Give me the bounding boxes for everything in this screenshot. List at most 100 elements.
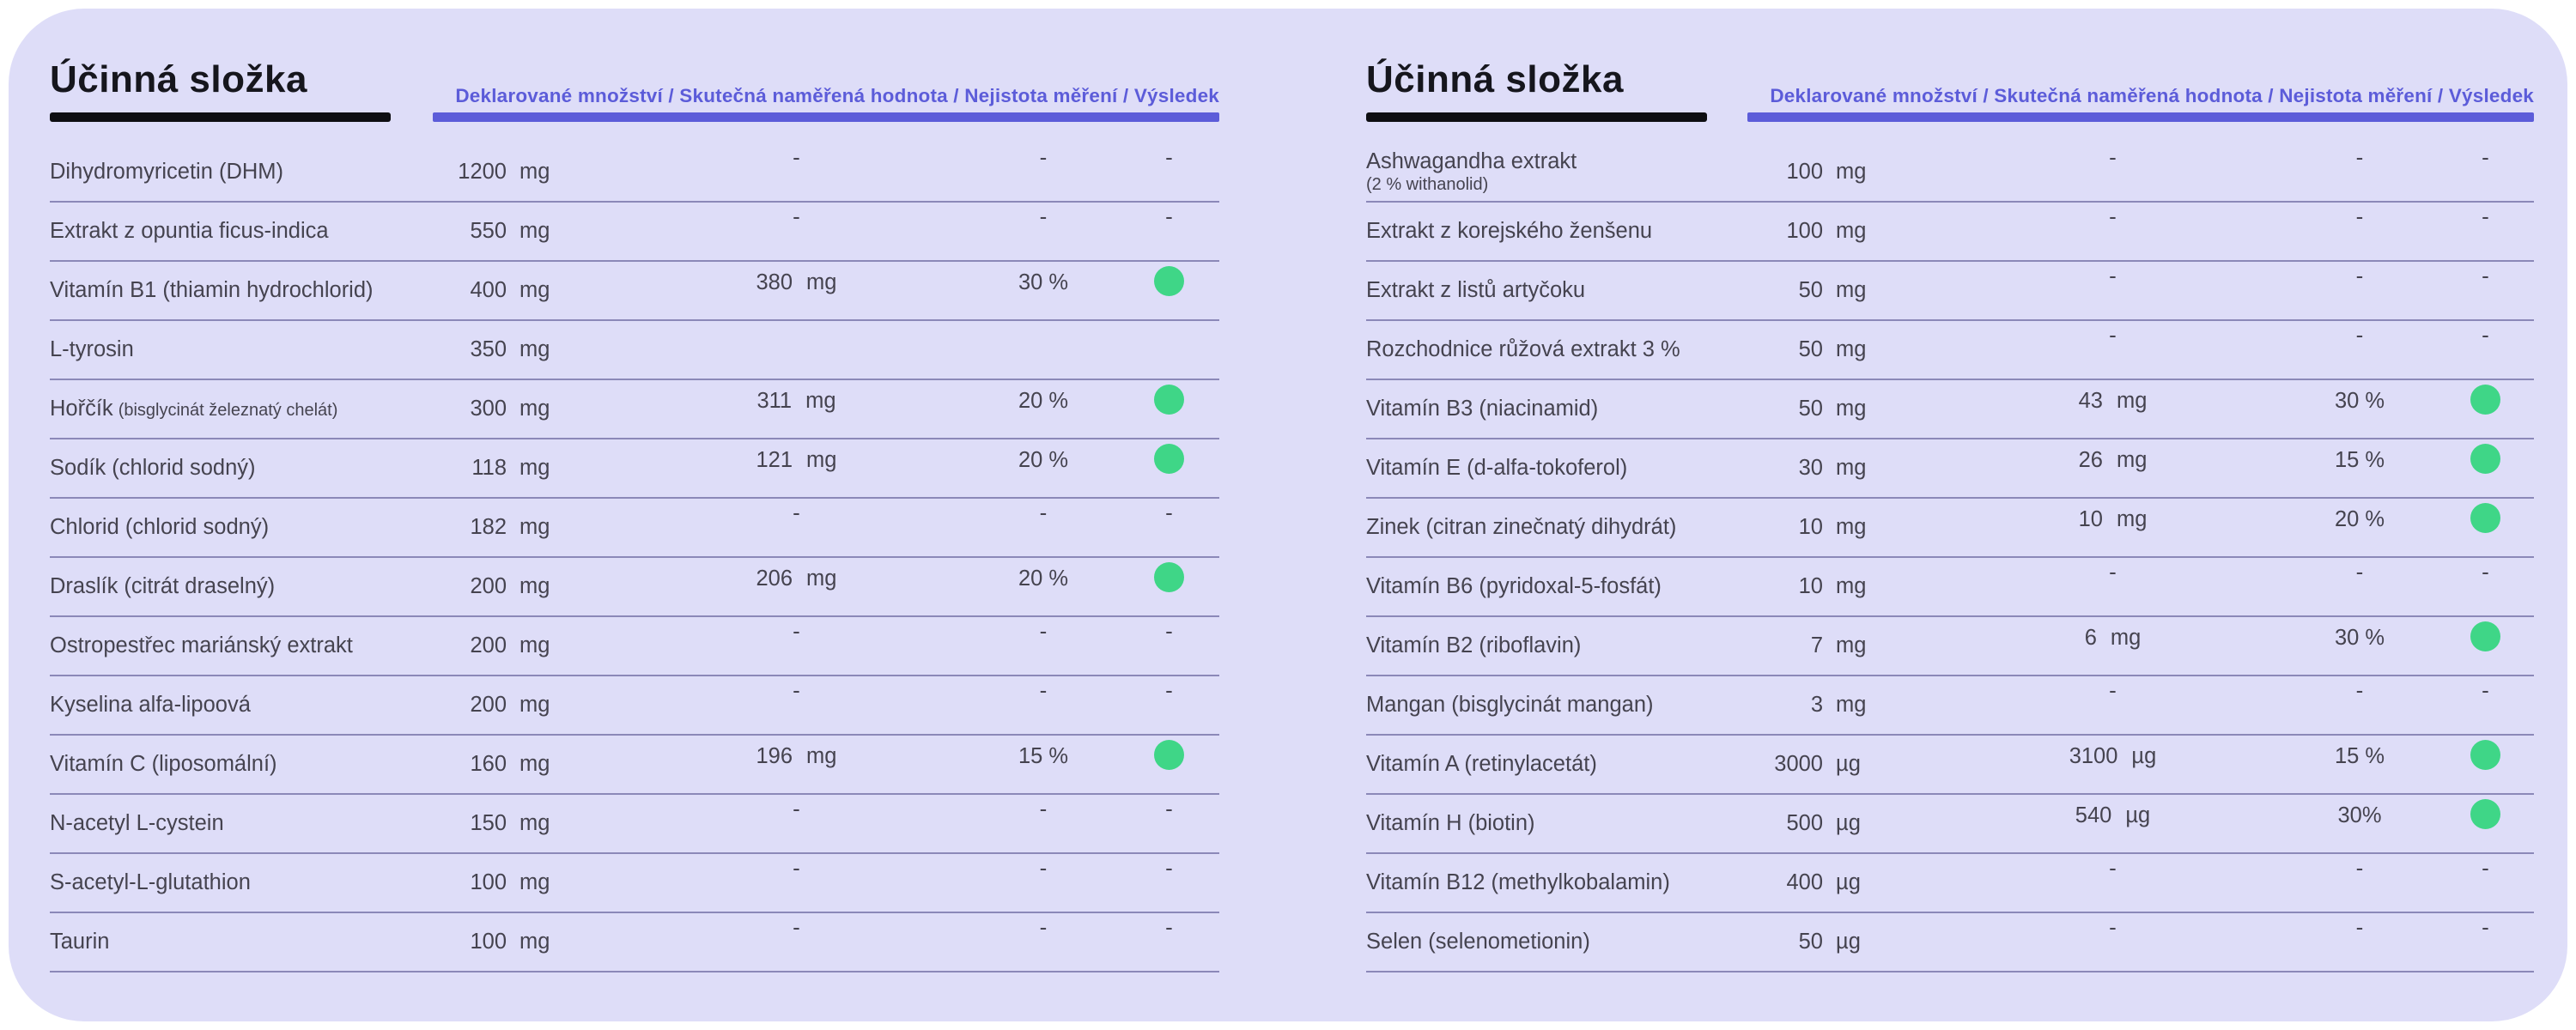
pass-dot-icon (2470, 740, 2500, 770)
table-row: Zinek (citran zinečnatý dihydrát) 10 mg … (1366, 499, 2534, 558)
declared-amount: 100 (470, 930, 507, 954)
measurement-uncertainty: - (1039, 914, 1048, 940)
table-rows: Dihydromyricetin (DHM) 1200 mg - - - Ext… (50, 143, 1219, 972)
measurement-uncertainty: 15 % (2334, 744, 2385, 768)
declared-unit: µg (1836, 930, 1861, 954)
table-row: Hořčík (bisglycinát železnatý chelát) 300… (50, 380, 1219, 439)
ingredient-name: Vitamín C (liposomální) (50, 752, 277, 777)
result-dash: - (1165, 144, 1173, 170)
declared-amount: 150 (470, 811, 507, 835)
measurement-uncertainty: - (2355, 677, 2364, 703)
declared-amount: 3 (1810, 693, 1823, 717)
table-title: Účinná složka (1366, 58, 1624, 100)
table-row: Kyselina alfa-lipoová 200 mg - - - (50, 676, 1219, 736)
columns-header-underline (1747, 112, 2534, 122)
table-row: Vitamín B6 (pyridoxal-5-fosfát) 10 mg - … (1366, 558, 2534, 617)
measured-value: - (793, 144, 800, 170)
declared-amount: 200 (470, 633, 507, 657)
ingredient-name: Sodík (chlorid sodný) (50, 456, 256, 481)
table-row: Ostropestřec mariánský extrakt 200 mg - … (50, 617, 1219, 676)
ingredients-table-right: Účinná složka Deklarované množství / Sku… (1366, 58, 2534, 972)
ingredient-name: Rozchodnice růžová extrakt 3 % (1366, 337, 1680, 362)
table-row: Vitamín H (biotin) 500 µg 540 µg 30% (1366, 795, 2534, 854)
table-row: Vitamín C (liposomální) 160 mg 196 mg 15 … (50, 736, 1219, 795)
declared-unit: mg (519, 930, 550, 954)
measured-value: 206 mg (756, 566, 837, 591)
result-cell (2437, 799, 2534, 839)
declared-unit: mg (1836, 574, 1867, 598)
ingredient-name: Vitamín B6 (pyridoxal-5-fosfát) (1366, 574, 1662, 599)
ingredient-name: Ostropestřec mariánský extrakt (50, 633, 353, 658)
result-dash: - (2482, 855, 2489, 881)
declared-amount: 1200 (458, 160, 507, 184)
measured-value: - (793, 203, 800, 229)
table-row: Dihydromyricetin (DHM) 1200 mg - - - (50, 143, 1219, 203)
declared-unit: mg (1836, 515, 1867, 539)
title-underline (1366, 112, 1707, 122)
declared-amount: 50 (1798, 397, 1823, 421)
declared-amount: 118 (471, 456, 507, 480)
ingredient-name: Selen (selenometionin) (1366, 930, 1590, 954)
measured-value: - (2109, 322, 2117, 348)
result-cell: - (1121, 618, 1218, 659)
table-row: Rozchodnice růžová extrakt 3 % 50 mg - -… (1366, 321, 2534, 380)
result-cell: - (2437, 914, 2534, 955)
declared-amount: 30 (1798, 456, 1823, 480)
measured-value: - (2109, 263, 2117, 288)
result-dash: - (2482, 322, 2489, 348)
measurement-uncertainty: - (2355, 144, 2364, 170)
ingredient-name: Draslík (citrát draselný) (50, 574, 276, 599)
result-cell: - (2437, 203, 2534, 245)
table-row: Ashwagandha extrakt (2 % withanolid) 100 … (1366, 143, 2534, 203)
measured-value: - (2109, 144, 2117, 170)
ingredient-name: Vitamín E (d-alfa-tokoferol) (1366, 456, 1628, 481)
result-cell: - (2437, 855, 2534, 896)
declared-amount: 160 (470, 752, 507, 776)
declared-amount: 400 (1786, 870, 1823, 894)
declared-amount: 50 (1798, 930, 1823, 954)
declared-unit: mg (519, 515, 550, 539)
result-dash: - (2482, 203, 2489, 229)
result-cell: - (1121, 855, 1218, 896)
table-row: Mangan (bisglycinát mangan) 3 mg - - - (1366, 676, 2534, 736)
declared-amount: 100 (1786, 160, 1823, 184)
measurement-uncertainty: - (1039, 677, 1048, 703)
declared-unit: mg (519, 693, 550, 717)
declared-unit: mg (1836, 456, 1867, 480)
measured-value: - (2109, 559, 2117, 585)
result-cell (2437, 740, 2534, 779)
measurement-uncertainty: 20 % (1018, 448, 1069, 472)
table-row: L-tyrosin 350 mg (50, 321, 1219, 380)
ingredient-name: Vitamín H (biotin) (1366, 811, 1535, 836)
result-dash: - (1165, 618, 1173, 644)
measured-value: 311 mg (756, 389, 836, 413)
pass-dot-icon (2470, 799, 2500, 829)
pass-dot-icon (2470, 621, 2500, 651)
result-cell (1121, 266, 1218, 306)
result-cell (2437, 385, 2534, 424)
declared-unit: mg (519, 219, 550, 243)
pass-dot-icon (1154, 385, 1184, 415)
declared-amount: 10 (1798, 574, 1823, 598)
table-row: Draslík (citrát draselný) 200 mg 206 mg 2… (50, 558, 1219, 617)
result-cell (1121, 740, 1218, 779)
result-cell: - (1121, 203, 1218, 245)
declared-amount: 182 (470, 515, 507, 539)
measurement-uncertainty: - (1039, 796, 1048, 821)
measurement-uncertainty: - (2355, 914, 2364, 940)
measurement-uncertainty: 20 % (1018, 389, 1069, 413)
ingredient-name: Kyselina alfa-lipoová (50, 693, 251, 718)
table-row: Extrakt z listů artyčoku 50 mg - - - (1366, 262, 2534, 321)
result-cell: - (1121, 144, 1218, 185)
measured-value: - (2109, 677, 2117, 703)
measured-value: 26 mg (2078, 448, 2148, 472)
declared-amount: 200 (470, 574, 507, 598)
table-header: Účinná složka Deklarované množství / Sku… (50, 58, 1219, 122)
measured-value: 540 µg (2075, 803, 2151, 827)
result-cell (2437, 503, 2534, 542)
result-dash: - (2482, 263, 2489, 288)
pass-dot-icon (1154, 266, 1184, 296)
measurement-uncertainty: - (2355, 322, 2364, 348)
measured-value: - (793, 500, 800, 525)
result-cell: - (2437, 263, 2534, 304)
